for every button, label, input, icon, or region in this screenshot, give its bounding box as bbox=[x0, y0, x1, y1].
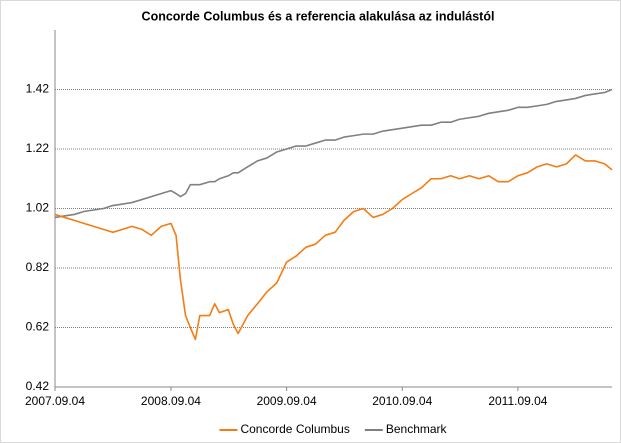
y-tick-label: 0.62 bbox=[26, 320, 50, 334]
series-line bbox=[54, 154, 613, 341]
y-tick-label: 0.82 bbox=[26, 260, 50, 274]
y-tick-label: 1.42 bbox=[26, 82, 50, 96]
x-tick-label: 2008.09.04 bbox=[141, 394, 201, 408]
x-tick-label: 2009.09.04 bbox=[257, 394, 317, 408]
x-tick-label: 2007.09.04 bbox=[25, 394, 85, 408]
chart-title: Concorde Columbus és a referencia alakul… bbox=[142, 9, 495, 23]
y-tick-label: 1.22 bbox=[26, 141, 50, 155]
x-tick-label: 2010.09.04 bbox=[372, 394, 432, 408]
series-line bbox=[54, 88, 613, 219]
y-tick-label: 0.42 bbox=[26, 379, 50, 393]
legend-label: Benchmark bbox=[386, 422, 448, 436]
legend-label: Concorde Columbus bbox=[240, 422, 349, 436]
y-tick-label: 1.02 bbox=[26, 201, 50, 215]
x-tick-label: 2011.09.04 bbox=[488, 394, 547, 408]
